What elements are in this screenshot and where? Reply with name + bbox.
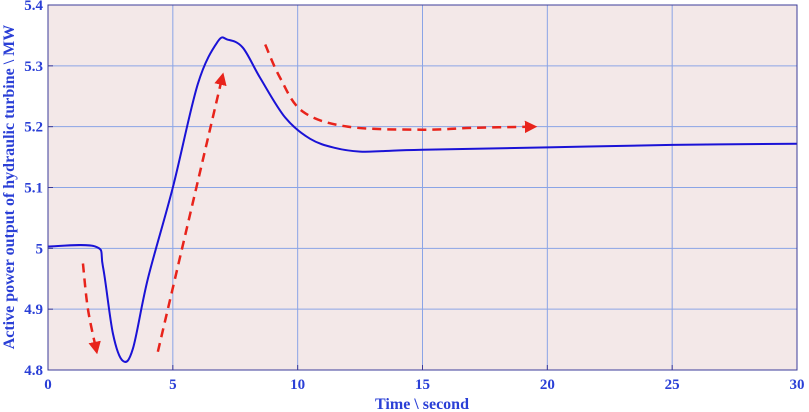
x-tick-label: 0 [44, 377, 52, 393]
x-tick-labels: 0 5 10 15 20 25 30 [44, 377, 804, 393]
y-tick-label: 4.9 [24, 302, 43, 318]
x-tick-label: 5 [169, 377, 177, 393]
y-tick-label: 5.2 [24, 120, 43, 136]
y-tick-label: 4.8 [24, 363, 43, 379]
x-tick-label: 10 [290, 377, 305, 393]
y-tick-labels: 4.8 4.9 5 5.1 5.2 5.3 5.4 [24, 0, 43, 379]
x-tick-label: 25 [665, 377, 680, 393]
annotation-arrow-0 [81, 263, 101, 355]
y-axis-title: Active power output of hydraulic turbine… [1, 25, 18, 350]
x-tick-label: 15 [415, 377, 430, 393]
series-group [47, 36, 798, 363]
annotation-arrows [81, 44, 538, 355]
series-line-0 [47, 36, 798, 363]
y-tick-label: 5.1 [24, 181, 43, 197]
x-tick-label: 30 [790, 377, 805, 393]
x-tick-label: 20 [540, 377, 555, 393]
annotation-arrow-1 [156, 72, 227, 353]
y-tick-label: 5 [36, 241, 44, 257]
x-axis-title: Time \ second [375, 396, 469, 412]
annotation-arrow-2 [264, 44, 538, 134]
y-tick-label: 5.4 [24, 0, 43, 14]
y-tick-label: 5.3 [24, 59, 43, 75]
plot-frame [47, 4, 798, 371]
